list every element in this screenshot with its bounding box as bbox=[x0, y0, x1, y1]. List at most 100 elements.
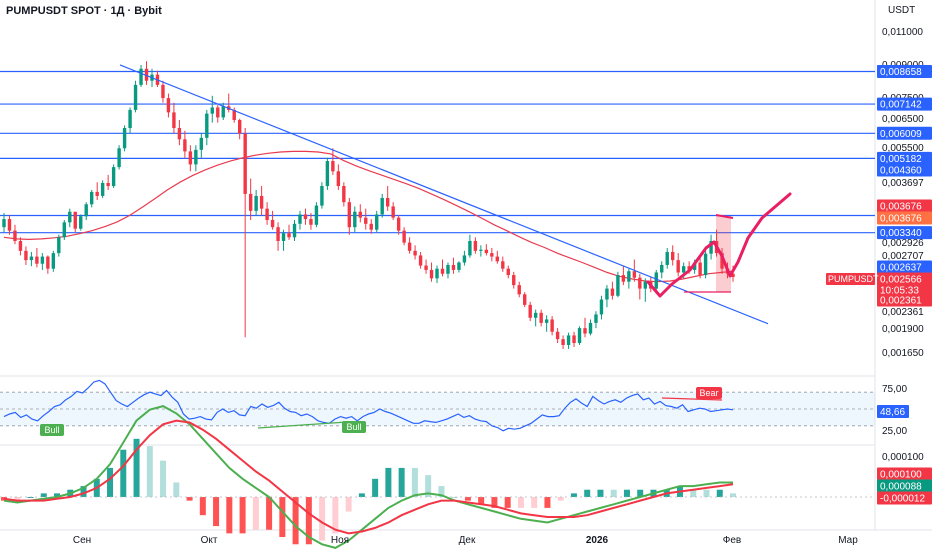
rsi-band bbox=[0, 392, 875, 426]
candle-body bbox=[692, 262, 697, 270]
candle-body bbox=[577, 328, 582, 344]
candle-body bbox=[292, 223, 297, 238]
macd-histogram-bar bbox=[438, 486, 445, 497]
time-tick-label: Ноя bbox=[331, 535, 349, 546]
price-tag: 0,002637 bbox=[880, 263, 922, 274]
macd-histogram-bar bbox=[557, 497, 564, 501]
level-price-tag: 0,006009 bbox=[880, 129, 922, 140]
candle-body bbox=[566, 335, 571, 345]
bull-label-bg bbox=[40, 424, 64, 436]
candle-body bbox=[46, 256, 50, 269]
candle-body bbox=[610, 288, 615, 296]
time-tick-label: Дек bbox=[459, 535, 476, 546]
candle-body bbox=[572, 335, 576, 344]
candle-body bbox=[298, 214, 302, 224]
currency-label[interactable]: USDT bbox=[888, 5, 916, 16]
candle-body bbox=[501, 261, 505, 269]
candle-body bbox=[709, 240, 713, 254]
level-price-tag-bg bbox=[877, 65, 932, 79]
macd-histogram-bar bbox=[398, 467, 405, 497]
candle-body bbox=[166, 98, 171, 113]
moving-average-line bbox=[3, 150, 734, 283]
candle-body bbox=[314, 205, 319, 225]
macd-line bbox=[3, 405, 733, 549]
level-price-tag-bg bbox=[877, 97, 932, 111]
candle-body bbox=[243, 133, 247, 194]
macd-histogram-bar bbox=[597, 489, 604, 497]
candle-body bbox=[117, 148, 121, 168]
candle-body bbox=[550, 319, 554, 332]
macd-tick-label: 0,000100 bbox=[882, 452, 924, 463]
macd-histogram-bar bbox=[544, 497, 551, 508]
candle-body bbox=[375, 214, 379, 230]
price-tag-bg bbox=[877, 163, 932, 177]
price-tag: 0,002361 bbox=[880, 296, 922, 307]
time-tick-label: Сен bbox=[73, 535, 91, 546]
macd-histogram-bar bbox=[120, 449, 127, 497]
candle-body bbox=[484, 249, 489, 254]
candle-body bbox=[139, 68, 143, 85]
candle-body bbox=[62, 222, 66, 238]
divergence-line bbox=[661, 397, 723, 401]
macd-histogram-bar bbox=[40, 493, 47, 497]
symbol-tag: PUMPUSDT bbox=[828, 274, 879, 284]
price-tag-bg bbox=[877, 293, 932, 307]
candle-body bbox=[517, 285, 521, 295]
candle-body bbox=[13, 230, 17, 241]
candle-body bbox=[221, 106, 225, 118]
candle-body bbox=[654, 272, 658, 289]
candle-body bbox=[479, 249, 483, 251]
candle-body bbox=[177, 128, 182, 140]
macd-value-tag: -0,000012 bbox=[880, 494, 925, 505]
macd-histogram-bar bbox=[160, 460, 167, 497]
candle-body bbox=[265, 208, 269, 220]
projection-path bbox=[646, 192, 792, 298]
candle-body bbox=[506, 268, 510, 276]
rsi-tick-label: 25,00 bbox=[882, 426, 907, 437]
rsi-value-tag: 48,66 bbox=[880, 407, 905, 418]
price-tick-label: 0,002926 bbox=[882, 238, 924, 249]
candle-body bbox=[188, 151, 193, 165]
candle-body bbox=[720, 253, 724, 269]
macd-histogram-bar bbox=[266, 497, 273, 530]
candle-body bbox=[84, 204, 88, 217]
macd-histogram-bar bbox=[478, 497, 485, 505]
divergence-line bbox=[257, 421, 348, 429]
price-tick-label: 0,002707 bbox=[882, 251, 924, 262]
macd-histogram-bar bbox=[491, 497, 498, 508]
candle-body bbox=[681, 266, 686, 273]
macd-histogram-bar bbox=[730, 493, 736, 497]
candle-body bbox=[281, 233, 286, 241]
macd-histogram-bar bbox=[358, 493, 365, 497]
macd-histogram-bar bbox=[292, 497, 299, 545]
candle-body bbox=[331, 161, 335, 172]
macd-histogram-bar bbox=[226, 497, 233, 534]
candle-body bbox=[325, 161, 330, 187]
macd-histogram-bar bbox=[305, 497, 312, 545]
rsi-line bbox=[3, 379, 734, 432]
candle-body bbox=[24, 250, 28, 261]
candle-body bbox=[446, 264, 450, 274]
macd-histogram-bar bbox=[345, 497, 352, 512]
candle-body bbox=[665, 251, 669, 265]
macd-histogram-bar bbox=[385, 467, 392, 497]
candle-body bbox=[627, 271, 631, 282]
candle-body bbox=[391, 206, 395, 218]
candle-body bbox=[588, 322, 593, 334]
macd-histogram-bar bbox=[173, 482, 180, 497]
macd-histogram-bar bbox=[716, 489, 723, 497]
candle-body bbox=[621, 275, 626, 282]
price-tick-label: 0,005500 bbox=[882, 143, 924, 154]
price-tag: 0,003676 bbox=[880, 214, 922, 225]
candle-body bbox=[216, 107, 220, 118]
macd-histogram-bar bbox=[425, 475, 432, 497]
price-tag: 10:05:33 bbox=[880, 286, 919, 297]
macd-histogram-bar bbox=[319, 497, 326, 541]
time-tick-label: Фев bbox=[723, 535, 741, 546]
macd-histogram-bar bbox=[14, 497, 21, 501]
candle-body bbox=[462, 255, 467, 263]
price-tag-bg bbox=[877, 283, 932, 297]
rsi-tick-label: 75,00 bbox=[882, 384, 907, 395]
level-price-tag: 0,008658 bbox=[880, 67, 922, 78]
